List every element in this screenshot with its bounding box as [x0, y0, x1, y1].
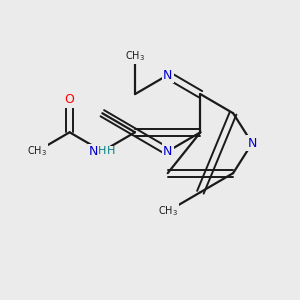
- Text: H: H: [106, 146, 115, 156]
- Text: H: H: [98, 146, 106, 156]
- Text: CH$_3$: CH$_3$: [27, 145, 47, 158]
- Text: O: O: [65, 93, 75, 106]
- Text: N: N: [89, 145, 98, 158]
- Text: CH$_3$: CH$_3$: [125, 49, 145, 63]
- Text: N: N: [163, 145, 172, 158]
- Text: N: N: [163, 69, 172, 82]
- Text: N: N: [248, 137, 257, 150]
- Text: CH$_3$: CH$_3$: [158, 204, 178, 218]
